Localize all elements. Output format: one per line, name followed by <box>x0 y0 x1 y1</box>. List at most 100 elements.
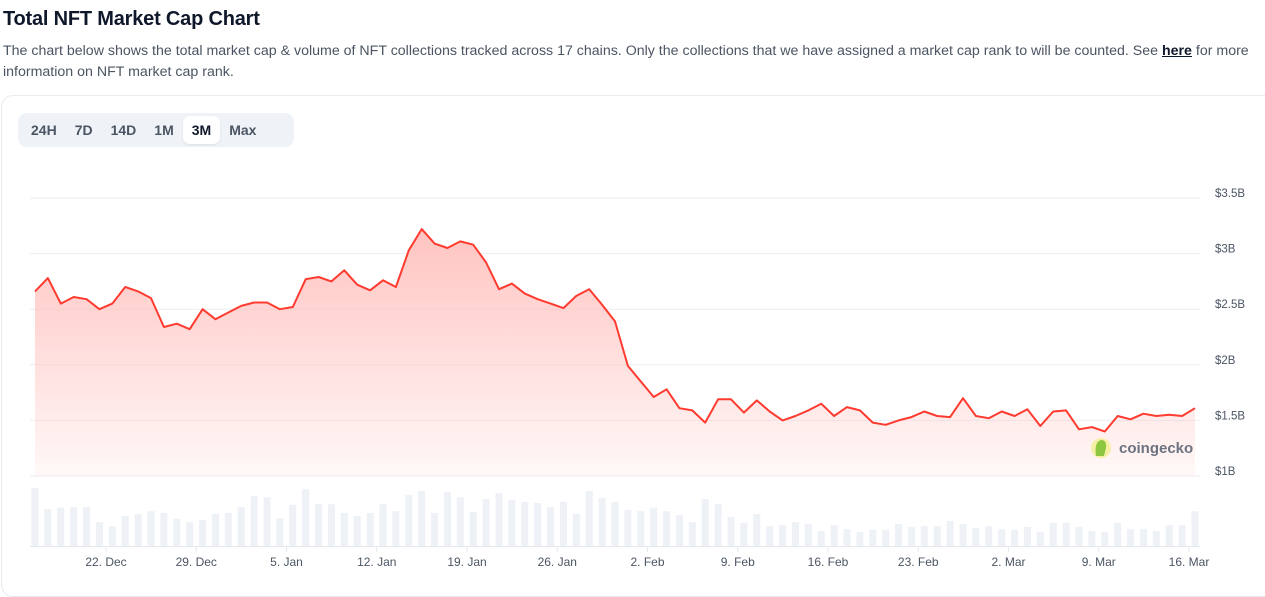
volume-bar <box>1165 525 1173 546</box>
volume-bar <box>598 497 606 546</box>
volume-bar <box>199 519 207 546</box>
y-tick-label: $2.5B <box>1215 299 1245 311</box>
gecko-head-icon <box>1095 440 1107 456</box>
volume-bar <box>572 514 580 546</box>
volume-bar <box>1191 511 1199 546</box>
x-tick-label: 9. Mar <box>1082 555 1116 569</box>
volume-bar <box>675 515 683 546</box>
volume-bar <box>186 522 194 546</box>
tab-24h[interactable]: 24H <box>31 122 57 138</box>
volume-bar <box>250 496 258 546</box>
volume-bar <box>624 510 632 546</box>
volume-bar <box>57 507 65 546</box>
volume-bar <box>817 530 825 546</box>
x-tick-label: 23. Feb <box>898 555 939 569</box>
volume-bar <box>933 526 941 546</box>
volume-bar <box>998 529 1006 546</box>
volume-bar <box>405 494 413 546</box>
volume-bar <box>147 511 155 546</box>
volume-bar <box>779 525 787 546</box>
y-tick-label: $3B <box>1215 244 1236 256</box>
volume-bar <box>108 526 116 546</box>
volume-bar <box>224 512 232 546</box>
x-tick-label: 5. Jan <box>270 555 303 569</box>
tab-14d[interactable]: 14D <box>110 122 137 138</box>
x-tick-label: 19. Jan <box>447 555 486 569</box>
volume-bar <box>727 517 735 546</box>
y-tick-label: $1B <box>1215 466 1236 478</box>
volume-bar <box>315 504 323 546</box>
volume-bar <box>31 488 39 546</box>
volume-bar <box>508 500 516 546</box>
volume-bar <box>843 529 851 546</box>
volume-bar <box>740 522 748 546</box>
volume-bar <box>547 507 555 546</box>
volume-bar <box>121 515 129 546</box>
market-cap-rank-link[interactable]: here <box>1161 43 1192 59</box>
volume-bar <box>585 490 593 546</box>
volume-bar <box>830 525 838 546</box>
page-description: The chart below shows the total market c… <box>3 41 1265 83</box>
volume-bar <box>431 512 439 546</box>
volume-bar <box>688 522 696 546</box>
volume-bar <box>353 515 361 546</box>
volume-bar <box>920 526 928 546</box>
volume-bar <box>1178 525 1186 546</box>
volume-bar <box>44 508 52 546</box>
tab-3m[interactable]: 3M <box>182 116 221 144</box>
volume-bar <box>1036 532 1044 546</box>
volume-bar <box>379 504 387 546</box>
x-tick-label: 16. Mar <box>1169 555 1210 569</box>
volume-bar <box>237 507 245 546</box>
volume-bar <box>482 499 490 546</box>
volume-bar <box>1011 529 1019 546</box>
volume-bar <box>611 501 619 546</box>
y-tick-label: $3.5B <box>1215 188 1245 200</box>
volume-bar <box>340 512 348 546</box>
volume-bar <box>766 526 774 546</box>
volume-bar <box>276 518 284 546</box>
volume-bar <box>882 529 890 546</box>
volume-bar <box>791 522 799 546</box>
volume-bar <box>418 490 426 546</box>
volume-bar <box>1127 529 1135 546</box>
x-tick-label: 12. Jan <box>357 555 396 569</box>
description-text: The chart below shows the total market c… <box>3 43 1162 59</box>
x-tick-label: 16. Feb <box>808 555 849 569</box>
x-tick-label: 2. Mar <box>991 555 1025 569</box>
volume-bar <box>495 493 503 546</box>
x-tick-label: 22. Dec <box>85 555 126 569</box>
volume-bar <box>160 512 168 546</box>
tab-1m[interactable]: 1M <box>154 122 174 138</box>
tab-max[interactable]: Max <box>229 122 257 138</box>
market-cap-line <box>34 228 1196 433</box>
volume-bar <box>521 501 529 546</box>
volume-bar <box>1114 522 1122 546</box>
volume-bar <box>856 532 864 546</box>
tab-7d[interactable]: 7D <box>74 122 93 138</box>
volume-bar <box>985 526 993 546</box>
x-tick-label: 29. Dec <box>176 555 217 569</box>
volume-bar <box>456 497 464 546</box>
volume-bar <box>1049 522 1057 546</box>
volume-bar <box>946 521 954 546</box>
volume-bar <box>1152 530 1160 546</box>
volume-bar <box>211 514 219 546</box>
volume-bar <box>1101 532 1109 546</box>
volume-bar <box>869 529 877 546</box>
x-tick-label: 2. Feb <box>630 555 664 569</box>
volume-bar <box>1062 522 1070 546</box>
volume-bar <box>469 511 477 546</box>
volume-bar <box>327 504 335 546</box>
volume-bar <box>637 511 645 546</box>
volume-bar <box>804 523 812 546</box>
volume-bar <box>1023 526 1031 546</box>
market-cap-chart[interactable]: coingecko $1B $1.5B $2B $2.5B $3B $3.5B 22. D… <box>0 0 1265 574</box>
market-cap-area <box>35 229 1195 476</box>
coingecko-watermark: coingecko <box>1091 438 1193 458</box>
volume-bar <box>701 499 709 546</box>
description-text-end: for more information on NFT market cap r… <box>3 43 1249 80</box>
volume-bar <box>70 507 78 546</box>
volume-bar <box>134 514 142 546</box>
volume-bar <box>83 507 91 546</box>
